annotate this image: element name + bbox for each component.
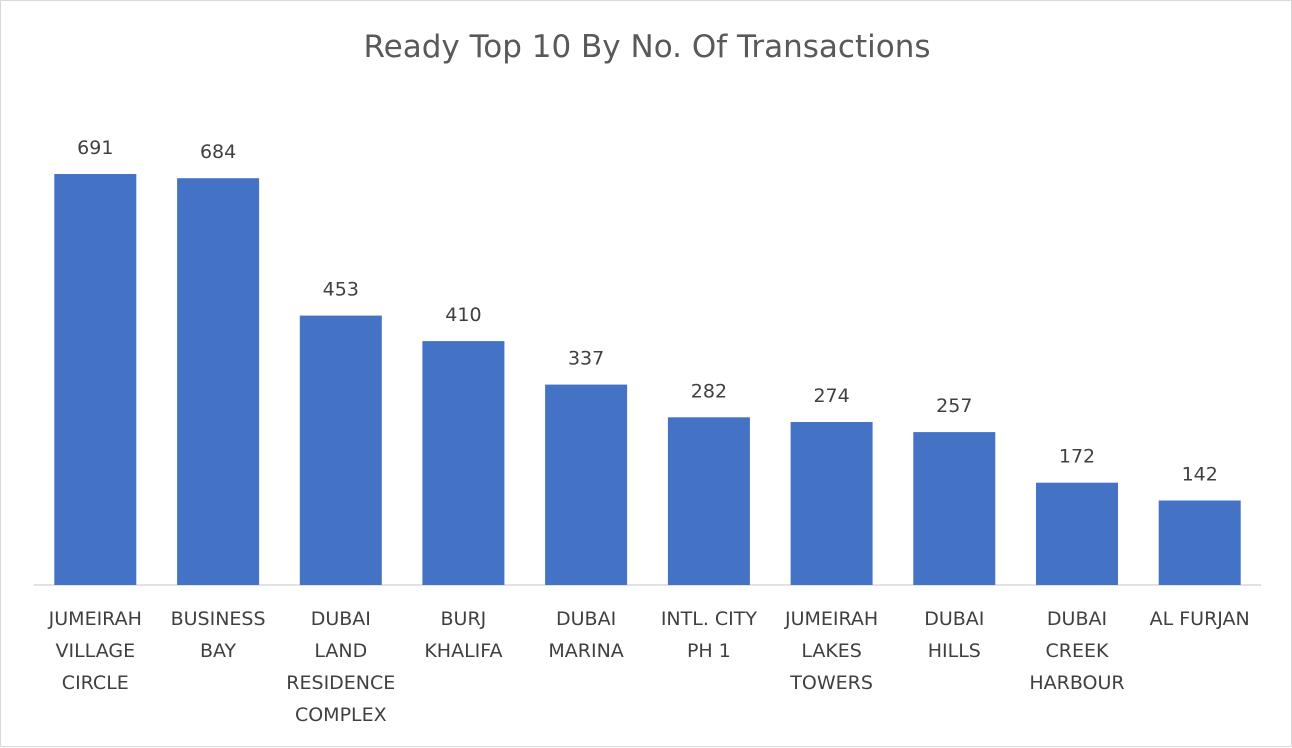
x-tick-label: DUBAI CREEK HARBOUR bbox=[1029, 608, 1124, 694]
data-label: 282 bbox=[691, 380, 727, 402]
bar bbox=[545, 384, 628, 585]
x-tick-label: BURJ KHALIFA bbox=[424, 608, 502, 662]
bar bbox=[422, 341, 505, 585]
x-tick-label: JUMEIRAH LAKES TOWERS bbox=[784, 608, 878, 694]
bar bbox=[1158, 500, 1241, 585]
bar bbox=[177, 178, 260, 585]
x-tick-label: JUMEIRAH VILLAGE CIRCLE bbox=[48, 608, 142, 694]
x-tick-label: AL FURJAN bbox=[1150, 608, 1250, 630]
data-label: 337 bbox=[568, 348, 604, 370]
bar bbox=[299, 315, 382, 585]
bar bbox=[667, 417, 750, 585]
x-tick-label: DUBAI HILLS bbox=[924, 608, 984, 662]
bar bbox=[913, 432, 996, 585]
x-tick-label: BUSINESS BAY bbox=[171, 608, 266, 662]
data-label: 453 bbox=[323, 279, 359, 301]
x-tick-label: DUBAI MARINA bbox=[548, 608, 623, 662]
x-tick-label: DUBAI LAND RESIDENCE COMPLEX bbox=[286, 608, 395, 726]
bar bbox=[1036, 482, 1118, 585]
data-label: 684 bbox=[200, 141, 236, 163]
x-tick-label: INTL. CITY PH 1 bbox=[661, 608, 758, 662]
data-label: 257 bbox=[936, 395, 972, 417]
bar bbox=[790, 422, 873, 585]
chart-title: Ready Top 10 By No. Of Transactions bbox=[363, 29, 931, 65]
data-label: 172 bbox=[1059, 446, 1095, 468]
data-label: 691 bbox=[77, 137, 113, 159]
data-label: 142 bbox=[1182, 464, 1218, 486]
bar bbox=[54, 174, 137, 585]
data-label: 274 bbox=[813, 385, 849, 407]
data-label: 410 bbox=[445, 304, 481, 326]
